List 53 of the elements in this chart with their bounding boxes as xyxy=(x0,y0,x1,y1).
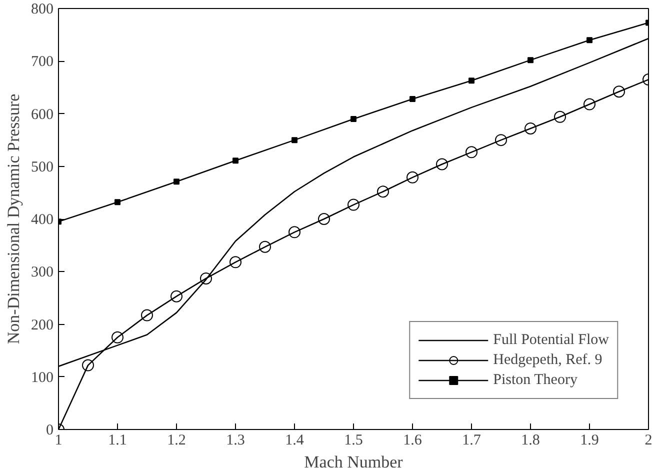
point xyxy=(584,98,596,110)
y-tick-label: 0 xyxy=(46,422,54,438)
point xyxy=(288,226,300,238)
point xyxy=(200,272,212,284)
point xyxy=(524,122,536,134)
point xyxy=(318,213,330,225)
point xyxy=(554,110,566,123)
point xyxy=(230,256,242,268)
point xyxy=(232,158,238,164)
point xyxy=(174,178,180,185)
point xyxy=(82,359,94,372)
point xyxy=(114,199,120,206)
point xyxy=(259,240,271,253)
point xyxy=(112,331,124,344)
point xyxy=(495,134,507,146)
x-tick-label: 1.4 xyxy=(285,432,304,448)
x-tick-label: 1.6 xyxy=(403,432,422,448)
x-axis-title: Mach Number xyxy=(304,452,404,472)
point xyxy=(348,198,360,211)
point xyxy=(613,86,625,98)
point xyxy=(292,137,298,144)
y-tick-label: 800 xyxy=(31,2,54,18)
legend-label: Piston Theory xyxy=(493,371,578,389)
y-tick-label: 200 xyxy=(31,317,54,334)
y-tick-label: 700 xyxy=(31,54,54,70)
point xyxy=(350,116,356,122)
point xyxy=(141,309,153,322)
point xyxy=(406,171,418,184)
point xyxy=(528,57,534,64)
y-tick-label: 100 xyxy=(31,370,54,386)
point xyxy=(468,78,474,84)
point xyxy=(436,158,448,170)
point xyxy=(466,146,478,158)
y-tick-label: 300 xyxy=(31,264,54,281)
point xyxy=(410,96,416,102)
y-tick-label: 600 xyxy=(31,106,54,123)
y-axis-title: Non-Dimensional Dynamic Pressure xyxy=(4,94,23,344)
legend-label: Full Potential Flow xyxy=(493,331,609,349)
x-tick-label: 2 xyxy=(644,432,652,448)
x-tick-label: 1.7 xyxy=(462,432,482,448)
legend-label: Hedgepeth, Ref. 9 xyxy=(493,351,602,369)
x-tick-label: 1.3 xyxy=(226,432,245,448)
x-tick-label: 1.2 xyxy=(167,432,186,448)
x-tick-label: 1.8 xyxy=(521,432,540,448)
point xyxy=(170,290,182,302)
point xyxy=(586,37,592,44)
y-tick-label: 400 xyxy=(31,212,54,228)
x-tick-label: 1 xyxy=(54,432,62,448)
point xyxy=(377,186,389,198)
x-tick-label: 1.1 xyxy=(108,432,127,448)
y-tick-label: 500 xyxy=(31,159,54,176)
x-tick-label: 1.9 xyxy=(580,432,599,448)
x-tick-label: 1.5 xyxy=(344,432,363,448)
